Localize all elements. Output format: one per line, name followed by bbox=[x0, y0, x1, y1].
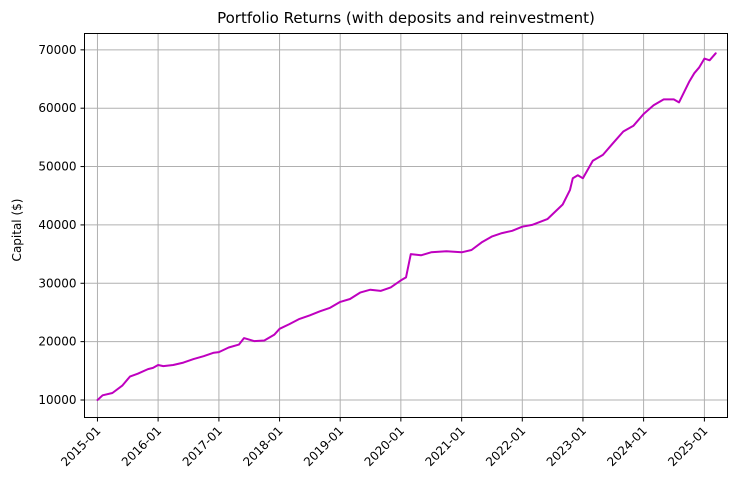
x-tick-label: 2023-01 bbox=[544, 424, 589, 469]
x-tick-label: 2018-01 bbox=[240, 424, 285, 469]
y-tick-label: 40000 bbox=[38, 218, 76, 232]
y-tick-label: 60000 bbox=[38, 101, 76, 115]
y-tick-label: 20000 bbox=[38, 335, 76, 349]
y-tick-label: 10000 bbox=[38, 393, 76, 407]
x-tick-label: 2020-01 bbox=[362, 424, 407, 469]
y-tick-label: 50000 bbox=[38, 160, 76, 174]
x-tick-label: 2015-01 bbox=[58, 424, 103, 469]
x-tick-label: 2024-01 bbox=[604, 424, 649, 469]
chart-title: Portfolio Returns (with deposits and rei… bbox=[217, 9, 595, 27]
x-tick-label: 2016-01 bbox=[119, 424, 164, 469]
grid-lines bbox=[84, 33, 728, 418]
y-axis-label: Capital ($) bbox=[10, 199, 24, 262]
x-tick-label: 2017-01 bbox=[180, 424, 225, 469]
x-tick-label: 2019-01 bbox=[301, 424, 346, 469]
y-tick-label: 30000 bbox=[38, 276, 76, 290]
series-line bbox=[96, 52, 717, 401]
x-tick-label: 2021-01 bbox=[422, 424, 467, 469]
x-tick-label: 2025-01 bbox=[665, 424, 710, 469]
y-axis-ticks: 10000 20000 30000 40000 50000 60000 70000 bbox=[38, 43, 85, 407]
plot-frame bbox=[84, 33, 728, 418]
x-axis-ticks: 2015-01 2016-01 2017-01 2018-01 2019-01 2020-… bbox=[58, 417, 711, 469]
y-tick-label: 70000 bbox=[38, 43, 76, 57]
series-layer bbox=[96, 52, 717, 401]
x-tick-label: 2022-01 bbox=[483, 424, 528, 469]
